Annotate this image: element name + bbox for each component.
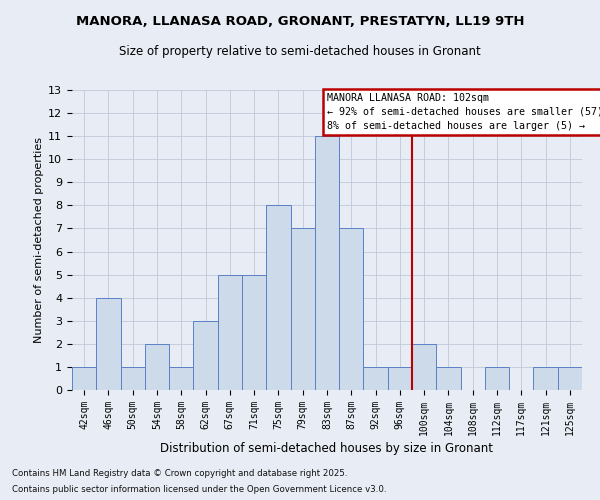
Bar [485, 367, 509, 390]
Bar [266, 206, 290, 390]
Bar [193, 321, 218, 390]
Bar [436, 367, 461, 390]
Bar [72, 367, 96, 390]
Y-axis label: Number of semi-detached properties: Number of semi-detached properties [34, 137, 44, 343]
Text: MANORA, LLANASA ROAD, GRONANT, PRESTATYN, LL19 9TH: MANORA, LLANASA ROAD, GRONANT, PRESTATYN… [76, 15, 524, 28]
Bar [364, 367, 388, 390]
Bar [533, 367, 558, 390]
Text: MANORA LLANASA ROAD: 102sqm
← 92% of semi-detached houses are smaller (57)
8% of: MANORA LLANASA ROAD: 102sqm ← 92% of sem… [327, 93, 600, 131]
Bar [290, 228, 315, 390]
Bar [339, 228, 364, 390]
Bar [169, 367, 193, 390]
Bar [242, 274, 266, 390]
Bar [218, 274, 242, 390]
Text: Size of property relative to semi-detached houses in Gronant: Size of property relative to semi-detach… [119, 45, 481, 58]
Text: Contains public sector information licensed under the Open Government Licence v3: Contains public sector information licen… [12, 485, 386, 494]
Bar [388, 367, 412, 390]
Bar [145, 344, 169, 390]
Bar [121, 367, 145, 390]
Bar [315, 136, 339, 390]
Bar [412, 344, 436, 390]
Bar [558, 367, 582, 390]
Text: Contains HM Land Registry data © Crown copyright and database right 2025.: Contains HM Land Registry data © Crown c… [12, 468, 347, 477]
Bar [96, 298, 121, 390]
X-axis label: Distribution of semi-detached houses by size in Gronant: Distribution of semi-detached houses by … [161, 442, 493, 455]
